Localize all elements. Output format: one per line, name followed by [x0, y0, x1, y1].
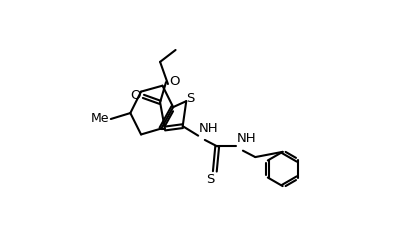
Text: O: O [169, 75, 180, 88]
Text: Me: Me [90, 113, 109, 125]
Text: NH: NH [199, 122, 219, 135]
Text: S: S [206, 173, 215, 186]
Text: NH: NH [237, 132, 257, 145]
Text: S: S [186, 92, 195, 105]
Text: O: O [130, 89, 140, 102]
